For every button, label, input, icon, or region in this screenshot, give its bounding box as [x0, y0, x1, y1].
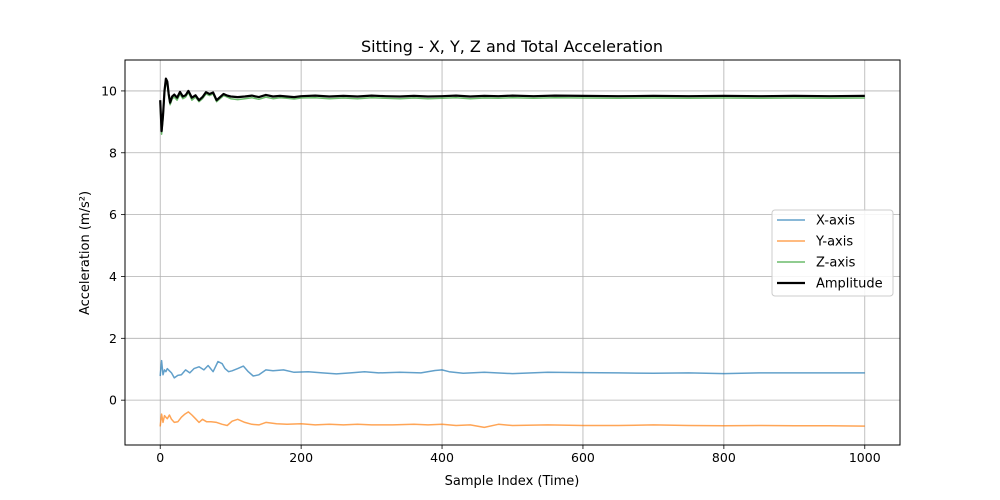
legend: X-axis Y-axis Z-axis Amplitude: [771, 209, 894, 297]
x-tick-label: 200: [289, 450, 313, 465]
chart-title: Sitting - X, Y, Z and Total Acceleration: [361, 37, 663, 56]
x-tick-label: 800: [712, 450, 736, 465]
x-tick-label: 1000: [849, 450, 881, 465]
plot-frame: [124, 59, 901, 446]
axis-ticks: 0 200 400 600 800 1000 0 2 4 6 8 10: [101, 83, 881, 465]
y-tick-label: 10: [101, 83, 117, 98]
series-line-x-axis: [159, 359, 865, 379]
legend-label-y-axis: Y-axis: [815, 235, 853, 250]
y-tick-label: 2: [109, 331, 117, 346]
y-axis-label: Acceleration (m/s²): [78, 191, 93, 315]
y-tick-label: 0: [109, 393, 117, 408]
y-tick-label: 4: [109, 269, 117, 284]
y-tick-label: 6: [109, 207, 117, 222]
x-tick-label: 600: [571, 450, 595, 465]
series-line-y-axis: [159, 411, 865, 429]
legend-box: [771, 209, 894, 297]
y-tick-label: 8: [109, 145, 117, 160]
x-tick-label: 0: [156, 450, 164, 465]
grid: [125, 60, 900, 445]
legend-label-amplitude: Amplitude: [816, 277, 883, 292]
x-tick-label: 400: [430, 450, 454, 465]
series-lines: [159, 77, 865, 429]
series-line-amplitude: [159, 77, 865, 133]
x-axis-label: Sample Index (Time): [445, 474, 580, 489]
legend-label-z-axis: Z-axis: [816, 256, 856, 271]
legend-label-x-axis: X-axis: [816, 214, 855, 229]
